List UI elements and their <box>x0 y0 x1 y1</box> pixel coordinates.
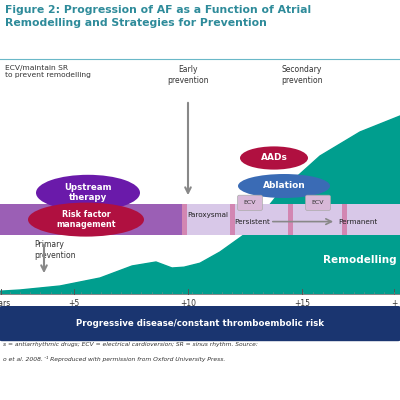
FancyBboxPatch shape <box>306 195 330 210</box>
Text: Secondary
prevention: Secondary prevention <box>281 65 323 85</box>
Text: +5: +5 <box>68 299 80 308</box>
Text: Upstream
therapy: Upstream therapy <box>64 183 112 202</box>
Ellipse shape <box>238 174 330 198</box>
Text: Primary
prevention: Primary prevention <box>34 240 76 260</box>
Ellipse shape <box>36 175 140 211</box>
Text: Ablation: Ablation <box>263 182 305 190</box>
Text: ECV: ECV <box>312 200 324 205</box>
Text: Risk factor
management: Risk factor management <box>56 210 116 229</box>
Text: Remodelling: Remodelling <box>323 255 397 265</box>
Text: +: + <box>391 299 397 308</box>
Text: ECV: ECV <box>244 200 256 205</box>
FancyBboxPatch shape <box>342 204 347 235</box>
FancyBboxPatch shape <box>288 204 293 235</box>
Text: ECV/maintain SR
to prevent remodelling: ECV/maintain SR to prevent remodelling <box>5 65 91 78</box>
Ellipse shape <box>28 203 144 237</box>
Text: Progressive disease/constant thromboembolic risk: Progressive disease/constant thromboembo… <box>76 319 324 328</box>
Text: o et al. 2008.´¹ Reproduced with permission from Oxford University Press.: o et al. 2008.´¹ Reproduced with permiss… <box>3 356 226 362</box>
Text: Permanent: Permanent <box>338 218 377 225</box>
FancyBboxPatch shape <box>238 195 262 210</box>
Text: s = antiarrhythmic drugs; ECV = electrical cardioversion; SR = sinus rhythm. Sou: s = antiarrhythmic drugs; ECV = electric… <box>3 342 258 347</box>
FancyBboxPatch shape <box>0 306 400 341</box>
Text: AADs: AADs <box>260 154 288 162</box>
FancyBboxPatch shape <box>0 204 400 235</box>
FancyBboxPatch shape <box>230 204 235 235</box>
Text: Paroxysmal: Paroxysmal <box>187 212 228 218</box>
Text: Years: Years <box>0 299 11 308</box>
FancyBboxPatch shape <box>182 204 400 235</box>
Text: Early
prevention: Early prevention <box>167 65 209 85</box>
Ellipse shape <box>240 146 308 170</box>
Text: +15: +15 <box>294 299 310 308</box>
FancyBboxPatch shape <box>182 204 187 235</box>
Text: Figure 2: Progression of AF as a Function of Atrial
Remodelling and Strategies f: Figure 2: Progression of AF as a Functio… <box>5 5 311 28</box>
Text: Persistent: Persistent <box>234 218 270 225</box>
Text: +10: +10 <box>180 299 196 308</box>
